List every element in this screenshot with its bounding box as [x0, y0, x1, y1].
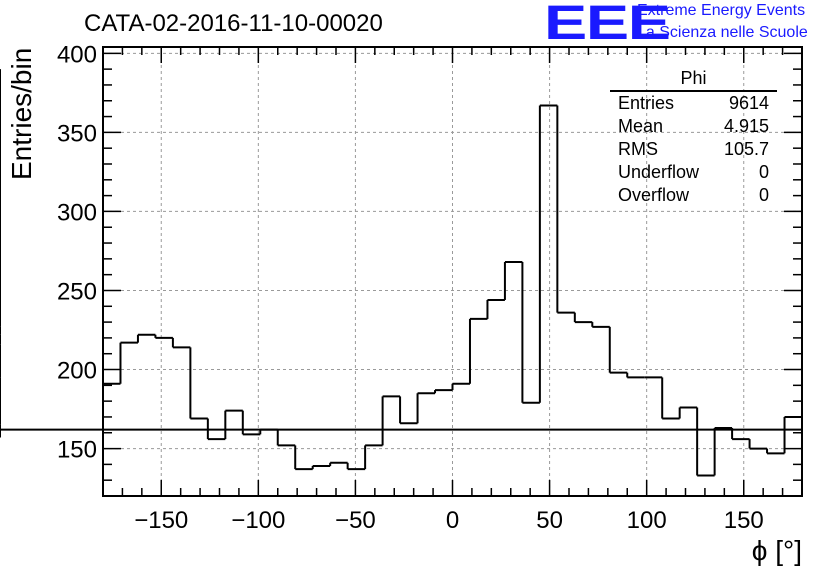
- y-tick-label: 250: [57, 278, 97, 305]
- stats-label: Entries: [618, 93, 675, 113]
- y-tick-label: 300: [57, 199, 97, 226]
- stats-value: 9614: [728, 93, 769, 113]
- stats-row-mean: Mean 4.915: [610, 115, 777, 138]
- eee-logo: EEE: [544, 0, 671, 50]
- stats-value: 4.915: [723, 116, 769, 136]
- x-tick-label: 0: [446, 507, 459, 534]
- stats-label: RMS: [618, 139, 658, 159]
- stats-row-underflow: Underflow 0: [610, 161, 777, 184]
- stats-label: Overflow: [618, 185, 690, 205]
- stats-title: Phi: [610, 68, 777, 92]
- stats-row-rms: RMS 105.7: [610, 138, 777, 161]
- y-axis-label: Entries/bin: [6, 47, 37, 180]
- stats-row-overflow: Overflow 0: [610, 184, 777, 207]
- x-tick-label: −150: [134, 507, 188, 534]
- stats-value: 0: [758, 185, 769, 205]
- stats-label: Mean: [618, 116, 664, 136]
- stats-value: 0: [758, 162, 769, 182]
- stats-label: Underflow: [618, 162, 700, 182]
- x-tick-label: 50: [536, 507, 563, 534]
- logo-line-1: Extreme Energy Events: [637, 2, 806, 19]
- x-tick-label: 100: [627, 507, 667, 534]
- logo-line-2: La Scienza nelle Scuole: [637, 24, 808, 41]
- x-tick-label: 150: [724, 507, 764, 534]
- chart-title: CATA-02-2016-11-10-00020: [84, 10, 383, 37]
- y-tick-label: 200: [57, 358, 97, 385]
- y-tick-label: 400: [57, 41, 97, 68]
- stats-row-entries: Entries 9614: [610, 92, 777, 115]
- stats-box: Phi Entries 9614 Mean 4.915 RMS 105.7 Un…: [610, 68, 777, 207]
- x-tick-label: −50: [335, 507, 376, 534]
- y-tick-label: 150: [57, 437, 97, 464]
- x-axis-label: ϕ [°]: [751, 535, 802, 566]
- y-tick-label: 350: [57, 120, 97, 147]
- x-tick-label: −100: [231, 507, 285, 534]
- stats-value: 105.7: [723, 139, 769, 159]
